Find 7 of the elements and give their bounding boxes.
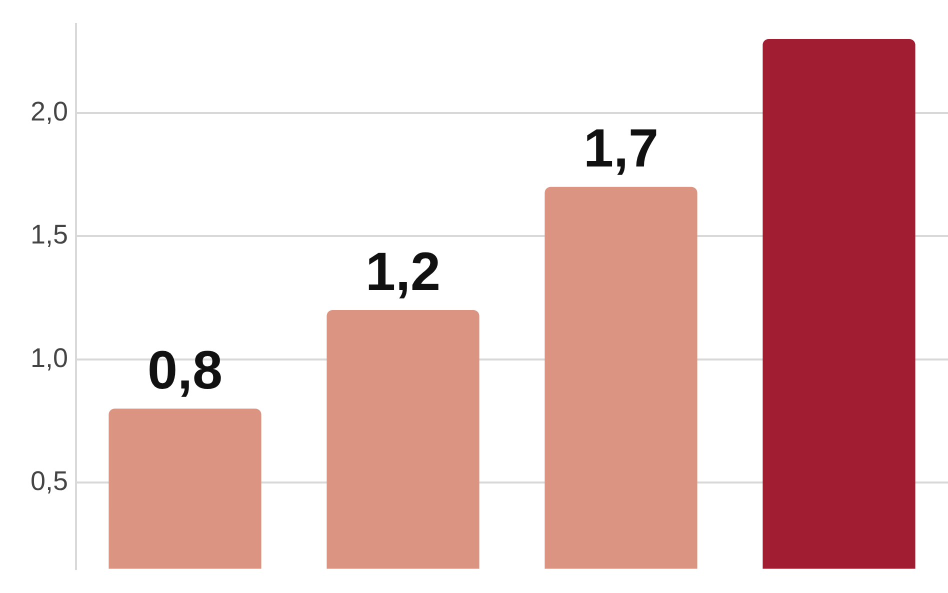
- data-label: 1,2: [365, 242, 441, 302]
- data-label: 1,7: [583, 118, 659, 179]
- y-tick-label: 1,0: [30, 342, 68, 373]
- y-tick-label: 1,5: [30, 220, 68, 250]
- y-tick-label: 0,5: [30, 466, 68, 496]
- data-label: 0,8: [147, 340, 223, 401]
- y-tick-label: 2,0: [30, 96, 68, 126]
